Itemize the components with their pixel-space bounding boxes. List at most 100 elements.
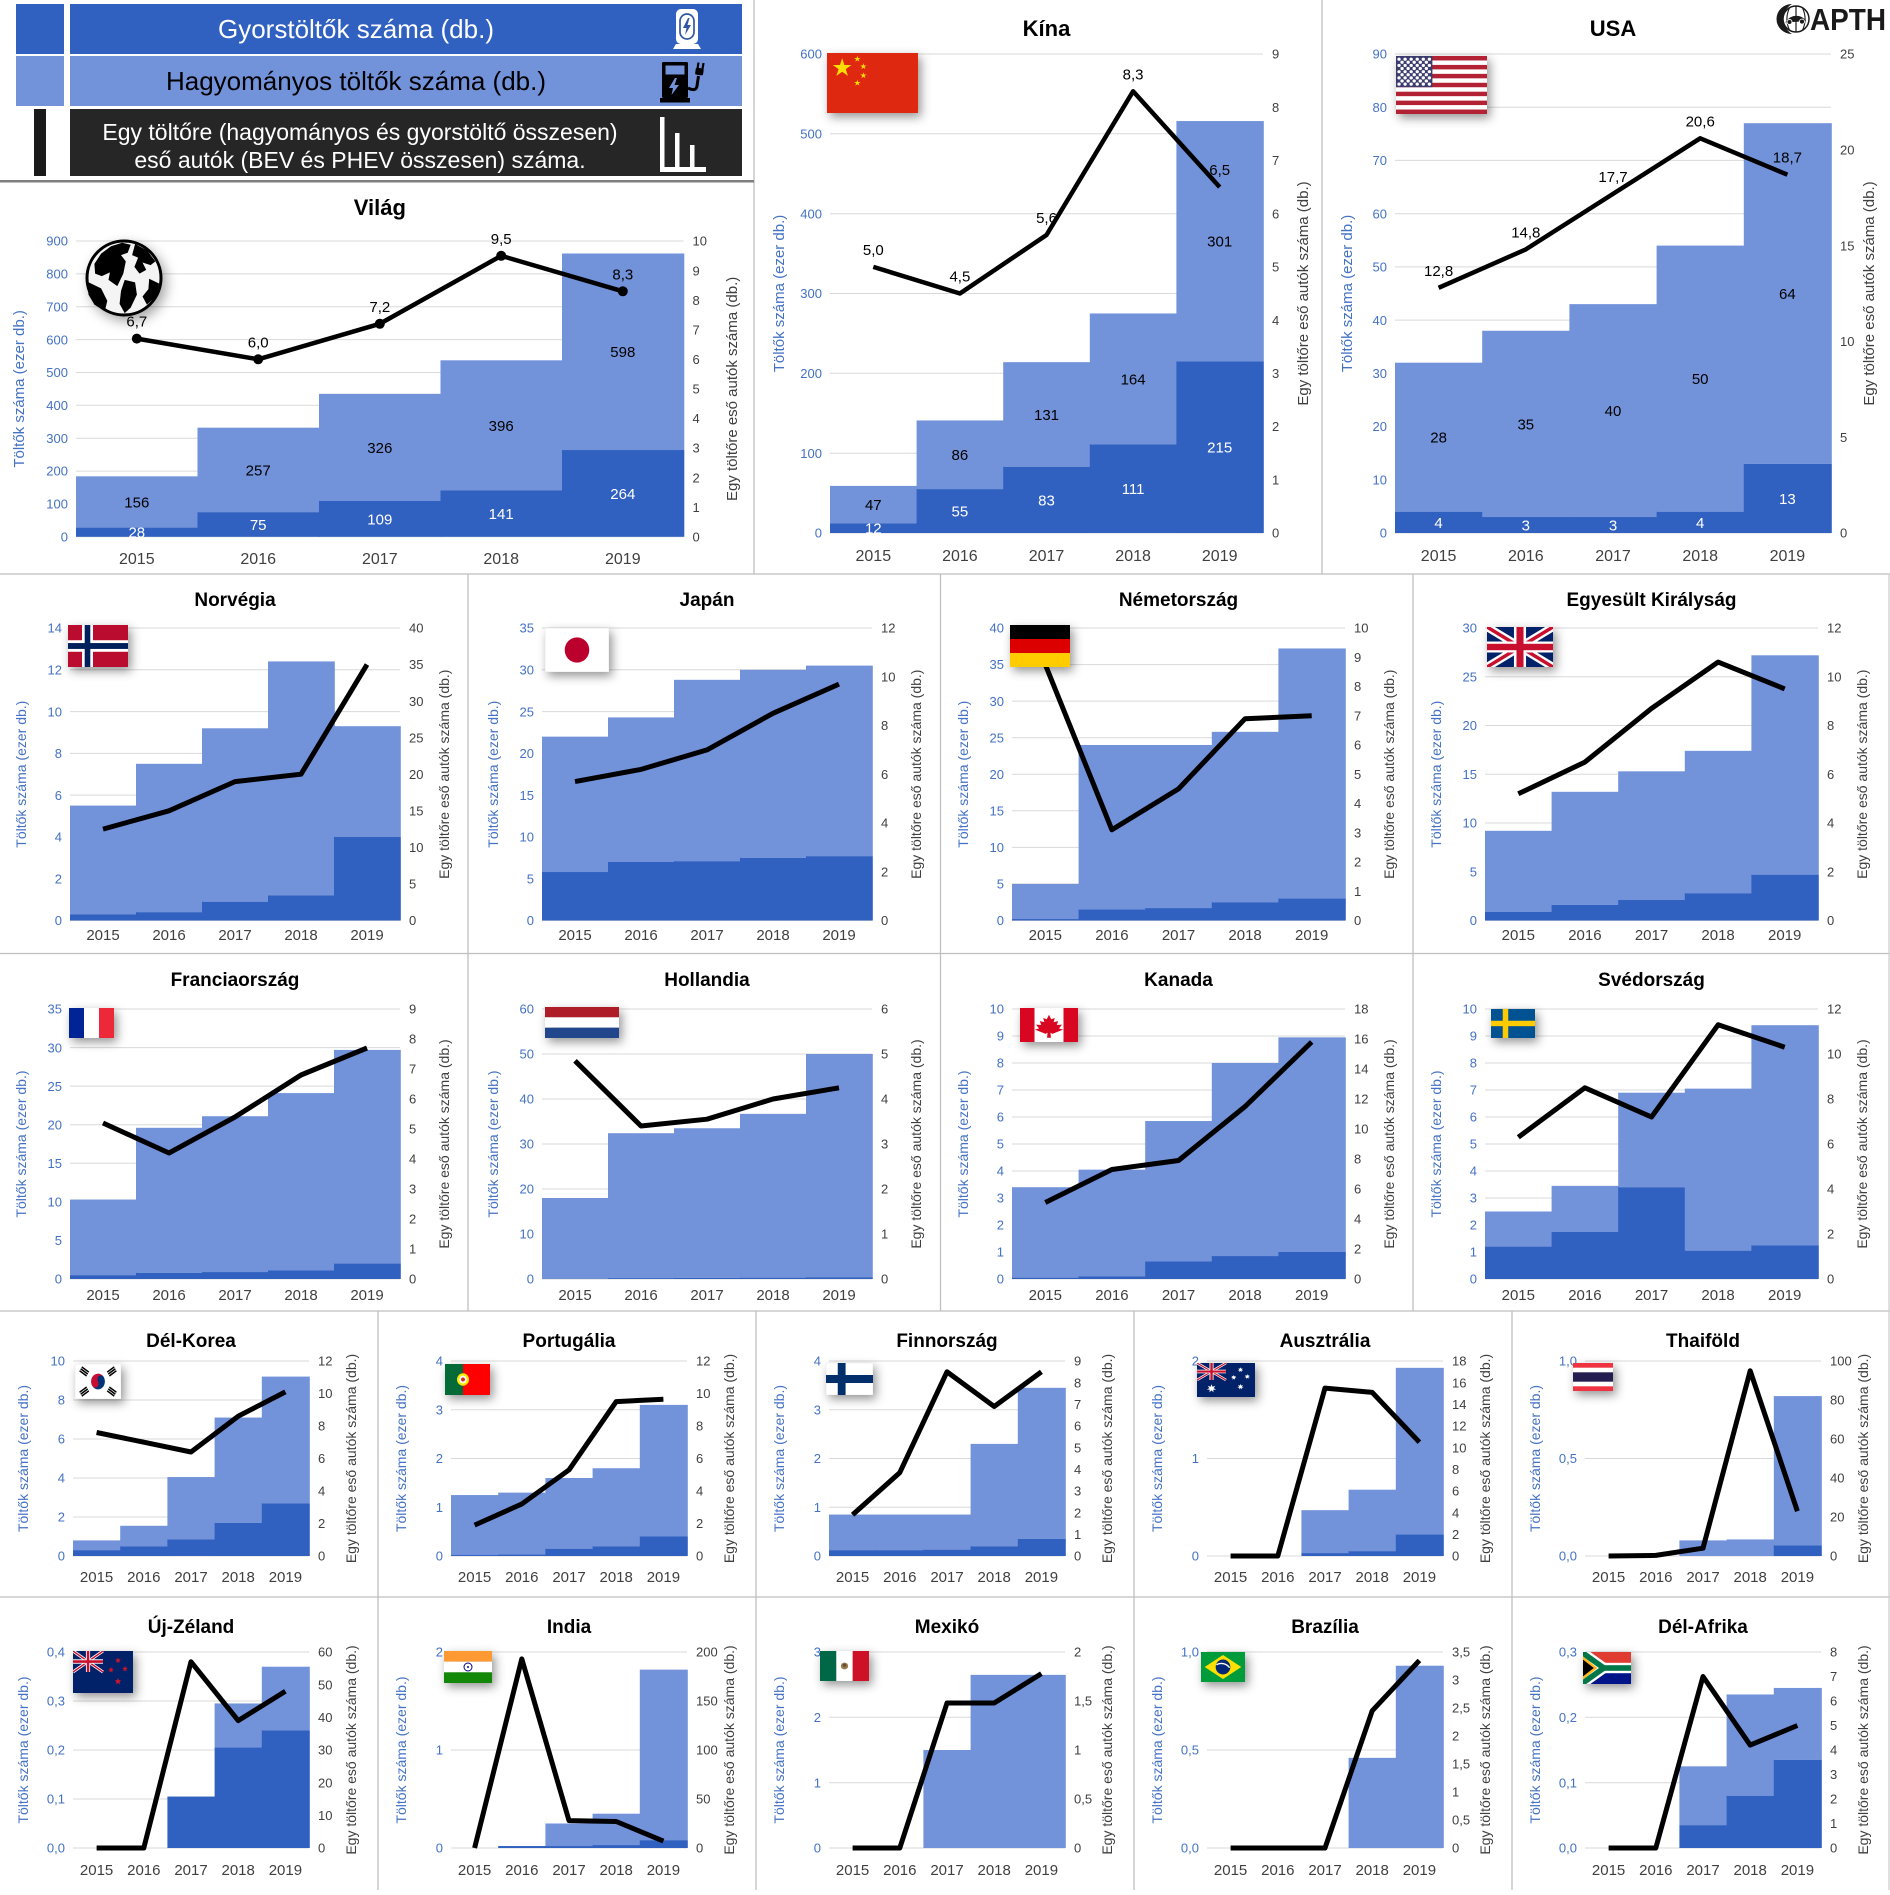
- svg-text:2019: 2019: [1781, 1862, 1814, 1879]
- svg-text:2018: 2018: [600, 1862, 633, 1879]
- svg-text:2017: 2017: [552, 1862, 585, 1879]
- svg-text:2: 2: [55, 871, 62, 886]
- svg-text:2015: 2015: [558, 1287, 591, 1304]
- svg-text:0: 0: [1452, 1549, 1459, 1564]
- svg-text:0: 0: [1380, 526, 1387, 541]
- svg-text:20,6: 20,6: [1686, 113, 1715, 130]
- svg-text:Töltők száma (ezer db.): Töltők száma (ezer db.): [771, 1676, 787, 1823]
- svg-text:20: 20: [990, 767, 1004, 782]
- svg-text:10: 10: [1452, 1440, 1466, 1455]
- svg-text:2016: 2016: [505, 1862, 538, 1879]
- svg-text:0: 0: [55, 913, 62, 928]
- svg-text:2: 2: [696, 1516, 703, 1531]
- svg-text:2015: 2015: [1214, 1862, 1247, 1879]
- svg-text:3: 3: [1609, 517, 1617, 534]
- svg-text:6: 6: [881, 767, 888, 782]
- svg-text:9: 9: [1272, 47, 1279, 62]
- svg-text:Thaiföld: Thaiföld: [1666, 1331, 1740, 1352]
- svg-text:2015: 2015: [458, 1569, 491, 1586]
- svg-text:16: 16: [1452, 1375, 1466, 1390]
- svg-text:0: 0: [318, 1549, 325, 1564]
- svg-text:8: 8: [696, 1419, 703, 1434]
- svg-text:2017: 2017: [1595, 548, 1631, 565]
- svg-text:2016: 2016: [505, 1569, 538, 1586]
- svg-text:2016: 2016: [240, 551, 276, 568]
- svg-text:2017: 2017: [1686, 1862, 1719, 1879]
- svg-text:3: 3: [1522, 517, 1530, 534]
- svg-text:0: 0: [409, 913, 416, 928]
- svg-text:2: 2: [318, 1516, 325, 1531]
- svg-text:600: 600: [800, 47, 822, 62]
- svg-text:111: 111: [1122, 481, 1145, 498]
- svg-text:598: 598: [610, 344, 635, 361]
- svg-text:2019: 2019: [1202, 548, 1238, 565]
- svg-text:Ausztrália: Ausztrália: [1280, 1331, 1371, 1352]
- svg-text:0: 0: [61, 530, 68, 545]
- svg-text:8,3: 8,3: [612, 266, 633, 283]
- svg-text:2018: 2018: [222, 1862, 255, 1879]
- svg-text:7,2: 7,2: [369, 299, 390, 316]
- svg-text:2019: 2019: [1295, 1287, 1328, 1304]
- svg-text:Töltők száma (ezer db.): Töltők száma (ezer db.): [393, 1676, 409, 1823]
- svg-text:Töltők száma (ezer db.): Töltők száma (ezer db.): [393, 1385, 409, 1532]
- svg-text:35: 35: [990, 657, 1004, 672]
- svg-text:0,0: 0,0: [1559, 1549, 1577, 1564]
- svg-text:2: 2: [1470, 1218, 1477, 1233]
- svg-text:Egy töltőre eső autók száma (d: Egy töltőre eső autók száma (db.): [908, 1039, 924, 1248]
- svg-text:Egy töltőre eső autók száma (d: Egy töltőre eső autók száma (db.): [724, 277, 741, 501]
- svg-text:2015: 2015: [80, 1862, 113, 1879]
- svg-text:2016: 2016: [127, 1569, 160, 1586]
- svg-text:4: 4: [696, 1484, 703, 1499]
- svg-text:Egy töltőre eső autók száma (d: Egy töltőre eső autók száma (db.): [1295, 181, 1312, 405]
- svg-text:50: 50: [1692, 371, 1709, 388]
- svg-text:5: 5: [693, 382, 700, 397]
- svg-text:2: 2: [436, 1451, 443, 1466]
- svg-text:5,6: 5,6: [1036, 210, 1057, 227]
- svg-text:2019: 2019: [269, 1569, 302, 1586]
- svg-text:50: 50: [696, 1792, 710, 1807]
- svg-text:Mexikó: Mexikó: [915, 1617, 979, 1638]
- svg-text:2: 2: [1354, 1242, 1361, 1257]
- svg-text:2: 2: [1354, 855, 1361, 870]
- svg-text:0,2: 0,2: [47, 1743, 65, 1758]
- svg-text:2018: 2018: [1228, 927, 1261, 944]
- svg-text:Töltők száma (ezer db.): Töltők száma (ezer db.): [15, 1385, 31, 1532]
- svg-text:2016: 2016: [1568, 1287, 1601, 1304]
- svg-text:9: 9: [1074, 1354, 1081, 1369]
- svg-text:6: 6: [1354, 1182, 1361, 1197]
- svg-text:25: 25: [1463, 669, 1477, 684]
- svg-text:1: 1: [1074, 1743, 1081, 1758]
- svg-text:150: 150: [696, 1694, 718, 1709]
- svg-text:500: 500: [46, 365, 68, 380]
- svg-text:4: 4: [1434, 515, 1442, 532]
- svg-text:2018: 2018: [1734, 1862, 1767, 1879]
- svg-text:0: 0: [693, 530, 700, 545]
- svg-text:1: 1: [1192, 1451, 1199, 1466]
- svg-text:156: 156: [124, 494, 149, 511]
- svg-text:0: 0: [1192, 1549, 1199, 1564]
- svg-text:3: 3: [1074, 1484, 1081, 1499]
- svg-text:2: 2: [693, 470, 700, 485]
- svg-text:2018: 2018: [1682, 548, 1718, 565]
- svg-text:2016: 2016: [152, 1287, 185, 1304]
- svg-text:3: 3: [881, 1137, 888, 1152]
- svg-text:1: 1: [1074, 1527, 1081, 1542]
- svg-text:10: 10: [1840, 334, 1854, 349]
- svg-text:8: 8: [58, 1393, 65, 1408]
- svg-text:Töltők száma (ezer db.): Töltők száma (ezer db.): [1527, 1676, 1543, 1823]
- svg-text:50: 50: [1373, 260, 1387, 275]
- svg-text:20: 20: [520, 746, 534, 761]
- svg-text:1: 1: [1830, 1816, 1837, 1831]
- svg-text:6: 6: [1272, 206, 1279, 221]
- svg-text:0: 0: [696, 1841, 703, 1856]
- svg-text:10: 10: [318, 1808, 332, 1823]
- svg-text:Egy töltőre eső autók száma (d: Egy töltőre eső autók száma (db.): [1477, 1354, 1493, 1563]
- svg-text:6: 6: [693, 352, 700, 367]
- svg-text:2016: 2016: [1508, 548, 1544, 565]
- svg-text:50: 50: [318, 1677, 332, 1692]
- svg-text:0: 0: [58, 1549, 65, 1564]
- svg-text:2: 2: [436, 1645, 443, 1660]
- svg-text:83: 83: [1038, 492, 1055, 509]
- svg-text:131: 131: [1034, 407, 1059, 424]
- svg-text:6,7: 6,7: [126, 314, 147, 331]
